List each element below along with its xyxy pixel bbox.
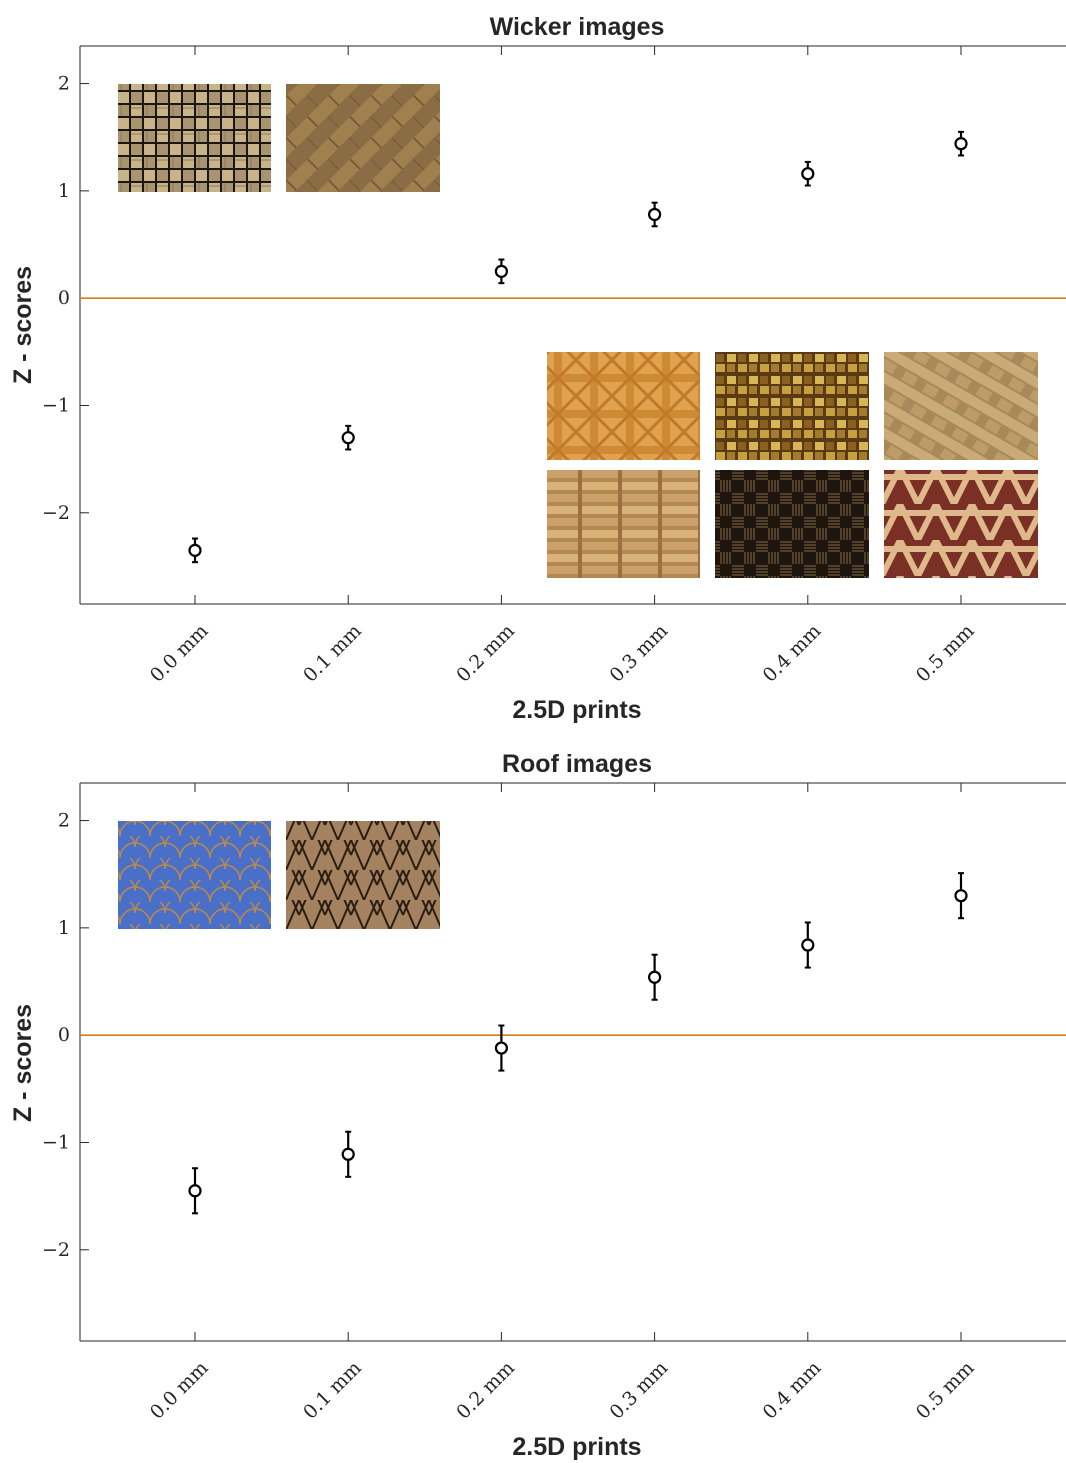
roof-data-point xyxy=(341,1147,355,1161)
wicker-x-tick-label: 0.4 mm xyxy=(759,620,826,687)
roof-inset-images xyxy=(118,821,440,929)
wicker-x-tick-label: 0.3 mm xyxy=(605,620,672,687)
wicker-inset-images xyxy=(118,84,1038,578)
roof-data-point xyxy=(494,1041,508,1055)
roof-y-tick-label: −2 xyxy=(42,1239,70,1261)
wicker-data-point xyxy=(801,167,815,181)
wicker-panel: Wicker images 2 1 0 −1 −2 0.0 mm 0.1 mm 0.2 mm 0… xyxy=(9,13,1066,724)
roof-y-tick-label: −1 xyxy=(42,1131,70,1153)
roof-y-axis-label: Z - scores xyxy=(9,1004,37,1122)
wicker-data-point xyxy=(188,543,202,557)
wicker-data-point xyxy=(494,264,508,278)
wicker-y-tick-label: −1 xyxy=(42,394,70,416)
wicker-x-tick-label: 0.2 mm xyxy=(452,620,519,687)
roof-panel: Roof images 2 1 0 −1 −2 0.0 mm 0.1 mm 0.2 mm 0.3… xyxy=(9,750,1066,1461)
roof-x-tick-label: 0.5 mm xyxy=(912,1357,979,1424)
wicker-x-axis-label: 2.5D prints xyxy=(512,696,641,724)
roof-x-axis-label: 2.5D prints xyxy=(512,1433,641,1461)
roof-chart-title: Roof images xyxy=(502,750,652,778)
wicker-data-point xyxy=(647,207,662,222)
roof-scallop-blue-image xyxy=(118,821,271,929)
roof-x-tick-label: 0.2 mm xyxy=(452,1357,519,1424)
roof-data-point xyxy=(954,889,968,903)
roof-x-tick-label: 0.4 mm xyxy=(759,1357,826,1424)
wicker-data-point xyxy=(954,137,968,151)
wicker-triaxial-red-image xyxy=(884,470,1038,578)
roof-shingle-wood-image xyxy=(286,821,440,929)
roof-x-tick-label: 0.0 mm xyxy=(146,1357,213,1424)
wicker-twill-dark-image xyxy=(715,470,869,578)
roof-y-tick-label: 2 xyxy=(58,810,70,832)
roof-x-tick-label: 0.3 mm xyxy=(605,1357,672,1424)
wicker-twill-tan-image xyxy=(884,352,1038,460)
wicker-y-tick-label: 0 xyxy=(58,287,70,309)
wicker-x-tick-label: 0.1 mm xyxy=(299,620,366,687)
roof-data-point xyxy=(188,1184,202,1198)
roof-y-tick-label: 1 xyxy=(58,917,70,939)
roof-data-point xyxy=(647,970,662,984)
wicker-basketweave-light-image xyxy=(118,84,271,192)
roof-x-tick-label: 0.1 mm xyxy=(299,1357,366,1424)
wicker-herringbone-brown-image xyxy=(286,84,440,192)
wicker-woven-gold-image xyxy=(715,352,869,460)
wicker-y-axis-label: Z - scores xyxy=(9,266,37,384)
wicker-y-tick-label: 2 xyxy=(58,73,70,95)
wicker-plain-weave-tan-image xyxy=(547,470,700,578)
wicker-y-tick-label: 1 xyxy=(58,180,70,202)
roof-data-point xyxy=(801,938,815,952)
wicker-data-point xyxy=(341,431,355,445)
wicker-chart-title: Wicker images xyxy=(490,13,665,41)
wicker-x-tick-label: 0.0 mm xyxy=(146,620,213,687)
wicker-y-tick-label: −2 xyxy=(42,502,70,524)
roof-y-tick-label: 0 xyxy=(58,1024,70,1046)
wicker-x-tick-label: 0.5 mm xyxy=(912,620,979,687)
wicker-lattice-orange-image xyxy=(547,352,700,460)
